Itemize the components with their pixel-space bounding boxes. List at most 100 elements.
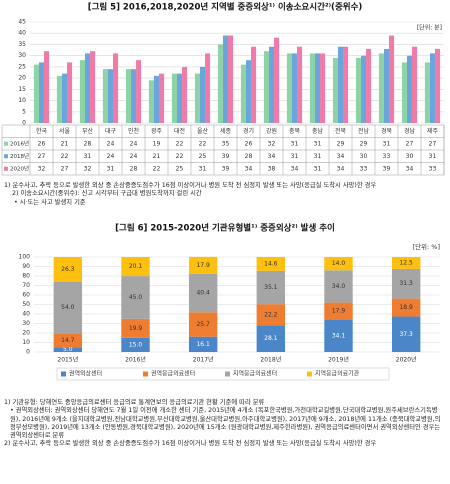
bar xyxy=(412,46,418,123)
value-label: 34.0 xyxy=(332,283,346,290)
table-value: 24 xyxy=(107,153,115,160)
y-tick-label: 80 xyxy=(22,273,30,280)
bar xyxy=(153,75,160,123)
table-value: 22 xyxy=(176,153,184,160)
bar xyxy=(159,73,165,123)
x-tick-label: 경남 xyxy=(404,127,416,135)
table-value: 28 xyxy=(130,165,138,172)
table-value: 25 xyxy=(199,153,207,160)
bar xyxy=(113,53,119,123)
value-label: 54.0 xyxy=(61,304,75,311)
bar xyxy=(61,73,68,123)
table-value: 39 xyxy=(222,165,230,172)
x-tick-label: 경북 xyxy=(381,128,393,135)
bar xyxy=(274,37,280,123)
legend xyxy=(56,367,390,381)
table-value: 31 xyxy=(84,153,92,160)
bar xyxy=(429,53,436,123)
bar xyxy=(107,69,114,123)
table-value: 31 xyxy=(291,140,299,147)
bar xyxy=(314,53,321,123)
bar-segment xyxy=(188,336,218,352)
table-value: 32 xyxy=(84,165,92,172)
bar xyxy=(44,51,50,123)
y-tick-label: 40 xyxy=(22,311,30,318)
legend-swatch xyxy=(4,154,8,159)
legend-label: 권역응급의료센터 xyxy=(151,370,195,378)
bar xyxy=(245,60,252,123)
bar xyxy=(286,53,292,123)
legend-label: 2020년 xyxy=(10,164,29,172)
bar xyxy=(291,53,298,123)
bar-segment xyxy=(188,273,218,313)
value-label: 35.1 xyxy=(264,284,278,291)
bar xyxy=(424,62,430,123)
bar xyxy=(33,64,39,123)
x-tick-label: 서울 xyxy=(59,127,71,135)
bar-segment xyxy=(391,316,421,352)
y-tick-label: 25 xyxy=(18,63,26,70)
x-tick-label: 2017년 xyxy=(193,356,214,364)
table-value: 22 xyxy=(61,153,69,160)
table-value: 29 xyxy=(360,140,368,147)
x-tick-label: 2016년 xyxy=(125,356,146,364)
y-tick-label: 10 xyxy=(22,339,30,346)
bar-segment xyxy=(391,298,421,317)
x-tick-label: 제주 xyxy=(427,127,439,135)
y-tick-label: 10 xyxy=(18,97,26,104)
bar xyxy=(401,62,407,123)
value-label: 17.9 xyxy=(332,308,346,315)
table-value: 33 xyxy=(383,153,391,160)
value-label: 22.2 xyxy=(264,311,278,318)
x-tick-label: 세종 xyxy=(220,127,232,135)
table-value: 22 xyxy=(153,165,161,172)
bar xyxy=(125,69,131,123)
bar xyxy=(389,35,395,123)
bar-segment xyxy=(53,257,83,282)
bar xyxy=(79,60,85,123)
table-value: 38 xyxy=(268,165,276,172)
table-value: 26 xyxy=(245,140,253,147)
table-value: 27 xyxy=(61,165,69,172)
bar xyxy=(56,75,62,123)
bar xyxy=(240,64,246,123)
bar-segment xyxy=(121,318,150,338)
table-value: 34 xyxy=(245,165,253,172)
bar-segment xyxy=(324,270,353,303)
x-tick-label: 한국 xyxy=(36,128,48,135)
value-label: 16.1 xyxy=(196,341,210,348)
table-value: 35 xyxy=(222,140,230,147)
y-tick-label: 0 xyxy=(22,120,26,127)
bar-segment xyxy=(256,257,286,271)
y-tick-label: 5 xyxy=(22,108,26,115)
x-tick-label: 2015년 xyxy=(57,356,78,364)
y-tick-label: 30 xyxy=(22,320,30,327)
legend-label: 2018년 xyxy=(10,152,29,160)
x-tick-label: 충북 xyxy=(289,127,301,135)
bar-segment xyxy=(391,257,421,269)
note: 1) 운수사고, 추락 등으로 발생한 외상 중 손상중증도점수가 16점 이상… xyxy=(4,182,377,189)
bar xyxy=(297,46,303,123)
note: 2) 운수사고, 추락 등으로 발생한 외상 중 손상중증도점수가 16점 이상… xyxy=(4,440,377,448)
table-value: 30 xyxy=(360,153,368,160)
bar-segment xyxy=(324,319,353,352)
value-label: 14.0 xyxy=(332,260,346,267)
bar-segment xyxy=(53,333,83,348)
y-tick-label: 0 xyxy=(26,349,30,356)
bar xyxy=(199,66,206,123)
x-tick-label: 경기 xyxy=(243,127,254,135)
bar-segment xyxy=(256,270,286,305)
y-tick-label: 100 xyxy=(19,254,31,261)
table-value: 34 xyxy=(337,165,345,172)
bar xyxy=(383,48,390,123)
bar xyxy=(309,53,315,123)
bar-segment xyxy=(324,257,353,271)
bar xyxy=(332,57,338,123)
chart-title: [그림 5] 2016,2018,2020년 지역별 중증외상¹⁾ 이송소요시간… xyxy=(88,2,363,13)
value-label: 5.0 xyxy=(63,346,73,353)
y-tick-label: 60 xyxy=(22,292,30,299)
bar xyxy=(102,69,108,123)
bar xyxy=(222,35,229,123)
table-value: 25 xyxy=(176,165,184,172)
value-label: 20.1 xyxy=(129,263,143,270)
